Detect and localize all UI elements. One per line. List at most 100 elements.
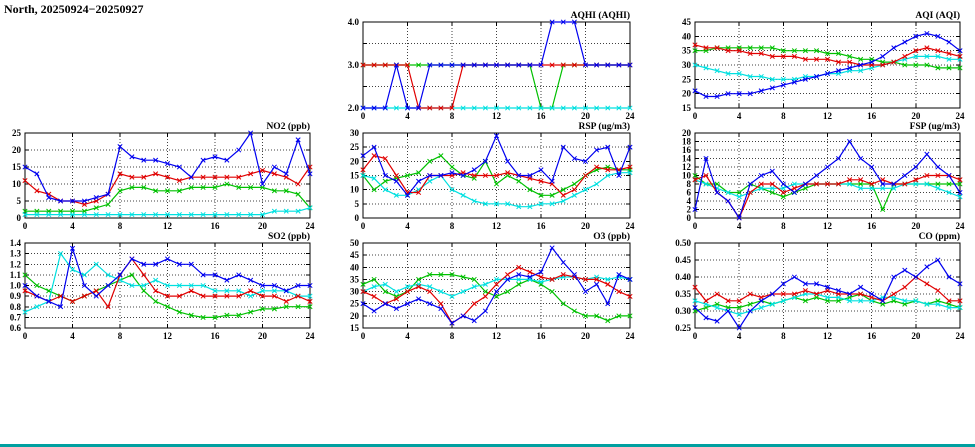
svg-text:25: 25 xyxy=(350,299,360,309)
chart-title: CO (ppm) xyxy=(919,231,960,242)
svg-text:0: 0 xyxy=(693,221,698,231)
svg-text:8: 8 xyxy=(450,221,455,231)
series-line-red xyxy=(362,266,631,324)
svg-text:12: 12 xyxy=(163,331,173,341)
svg-text:16: 16 xyxy=(537,221,547,231)
svg-text:12: 12 xyxy=(682,162,692,172)
svg-text:4: 4 xyxy=(687,196,692,206)
chart-title: NO2 (ppb) xyxy=(266,121,310,132)
svg-text:0: 0 xyxy=(693,111,698,121)
svg-text:12: 12 xyxy=(163,221,173,231)
svg-text:8: 8 xyxy=(781,331,786,341)
svg-text:20: 20 xyxy=(911,111,921,121)
svg-text:24: 24 xyxy=(956,221,966,231)
svg-text:12: 12 xyxy=(492,221,502,231)
svg-text:24: 24 xyxy=(956,331,966,341)
chart-title: FSP (ug/m3) xyxy=(910,121,960,132)
svg-text:14: 14 xyxy=(682,154,692,164)
svg-text:0: 0 xyxy=(23,331,28,341)
svg-text:4: 4 xyxy=(70,331,75,341)
series-markers-blue xyxy=(360,133,633,198)
svg-text:30: 30 xyxy=(350,287,360,297)
svg-text:0: 0 xyxy=(361,111,366,121)
svg-text:16: 16 xyxy=(867,221,877,231)
svg-text:20: 20 xyxy=(682,89,692,99)
svg-text:0.35: 0.35 xyxy=(675,289,691,299)
svg-text:1.3: 1.3 xyxy=(10,249,22,259)
svg-text:0.6: 0.6 xyxy=(10,323,22,333)
svg-text:16: 16 xyxy=(211,221,221,231)
svg-text:30: 30 xyxy=(682,60,692,70)
svg-text:20: 20 xyxy=(12,145,22,155)
svg-text:10: 10 xyxy=(12,179,22,189)
svg-text:0.40: 0.40 xyxy=(675,272,691,282)
series-markers-red xyxy=(22,164,313,207)
series-markers-cyan xyxy=(360,170,633,210)
svg-text:8: 8 xyxy=(781,111,786,121)
svg-text:16: 16 xyxy=(211,331,221,341)
svg-text:4: 4 xyxy=(405,221,410,231)
svg-text:24: 24 xyxy=(956,111,966,121)
svg-text:15: 15 xyxy=(682,103,692,113)
svg-text:40: 40 xyxy=(682,31,692,41)
series-markers-green xyxy=(22,181,313,214)
svg-text:24: 24 xyxy=(626,111,636,121)
series-line-green xyxy=(363,64,630,109)
svg-text:20: 20 xyxy=(350,156,360,166)
svg-text:0: 0 xyxy=(17,213,22,223)
series-markers-red xyxy=(692,42,963,68)
svg-text:0: 0 xyxy=(687,213,692,223)
bottom-edge-bar xyxy=(0,444,975,447)
svg-text:20: 20 xyxy=(350,311,360,321)
series-line-red xyxy=(363,64,630,109)
series-markers-blue xyxy=(692,138,963,221)
svg-text:1.1: 1.1 xyxy=(10,270,22,280)
svg-text:35: 35 xyxy=(350,274,360,284)
svg-text:16: 16 xyxy=(537,111,547,121)
svg-text:0.8: 0.8 xyxy=(10,302,22,312)
svg-text:4.0: 4.0 xyxy=(348,17,360,27)
series-line-cyan xyxy=(694,179,961,198)
svg-text:20: 20 xyxy=(911,331,921,341)
svg-text:24: 24 xyxy=(306,221,316,231)
series-markers-blue xyxy=(22,245,313,310)
svg-text:4: 4 xyxy=(737,221,742,231)
svg-text:4: 4 xyxy=(737,331,742,341)
svg-text:20: 20 xyxy=(258,221,268,231)
series-markers-cyan xyxy=(692,177,963,200)
chart-rsp: 0 4 8 12 16 20 24 0 5 10 15 20 25 30 RSP (ug/m3) xyxy=(350,121,635,231)
svg-text:24: 24 xyxy=(626,331,636,341)
chart-title: O3 (ppb) xyxy=(593,231,630,242)
svg-text:16: 16 xyxy=(682,145,692,155)
svg-text:10: 10 xyxy=(350,185,360,195)
svg-text:24: 24 xyxy=(306,331,316,341)
chart-no2: 0 4 8 12 16 20 24 0 5 10 15 20 25 NO2 (ppb) xyxy=(12,121,316,231)
chart-aqi: 0 4 8 12 16 20 24 15 20 25 30 35 40 45 AQI (AQI) xyxy=(682,10,966,121)
svg-text:8: 8 xyxy=(450,111,455,121)
svg-text:0: 0 xyxy=(23,221,28,231)
svg-text:0.45: 0.45 xyxy=(675,255,691,265)
svg-text:25: 25 xyxy=(12,128,22,138)
series-markers-blue xyxy=(692,30,963,100)
chart-co: 0 4 8 12 16 20 24 0.25 0.30 0.35 0.40 0.45 0.50 CO (p… xyxy=(675,231,966,341)
series-markers-blue xyxy=(692,257,963,331)
chart-aqhi: 0 4 8 12 16 20 24 2.0 3.0 4.0 AQHI (AQHI) xyxy=(348,10,636,121)
svg-text:5: 5 xyxy=(355,199,360,209)
series-markers-red xyxy=(692,274,963,304)
svg-text:8: 8 xyxy=(118,331,123,341)
svg-text:40: 40 xyxy=(350,262,360,272)
svg-text:4: 4 xyxy=(70,221,75,231)
svg-text:25: 25 xyxy=(350,142,360,152)
svg-text:0: 0 xyxy=(693,331,698,341)
svg-text:0.9: 0.9 xyxy=(10,291,22,301)
svg-text:12: 12 xyxy=(492,331,502,341)
svg-text:0: 0 xyxy=(361,331,366,341)
svg-text:3.0: 3.0 xyxy=(348,60,360,70)
series-line-blue xyxy=(694,140,961,220)
svg-text:15: 15 xyxy=(350,171,360,181)
svg-text:45: 45 xyxy=(350,250,360,260)
series-markers-blue xyxy=(22,130,313,204)
svg-text:1.2: 1.2 xyxy=(10,259,22,269)
